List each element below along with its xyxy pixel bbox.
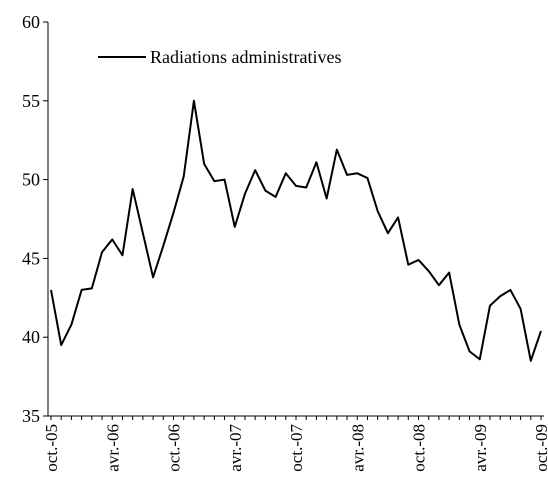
x-tick-label: oct.-08 — [410, 424, 429, 472]
y-tick-label: 45 — [22, 248, 40, 268]
series-line-radiations-administratives — [50, 99, 542, 362]
y-axis-ticks: 35 40 45 50 55 60 — [22, 12, 48, 426]
y-tick-label: 50 — [22, 170, 40, 190]
legend-label: Radiations administratives — [150, 47, 341, 67]
x-tick-label: avr.-06 — [103, 424, 122, 472]
x-tick-label: oct.-09 — [532, 424, 548, 472]
plot-area: 35 40 45 50 55 60 oct.-05 avr.-06 oct.-06 avr.-0… — [22, 12, 548, 472]
y-tick-label: 60 — [22, 12, 40, 32]
plot-frame — [48, 22, 544, 416]
x-tick-label: avr.-08 — [348, 424, 367, 472]
x-tick-label: avr.-07 — [226, 424, 245, 472]
x-tick-label: oct.-05 — [42, 424, 61, 472]
y-tick-label: 40 — [22, 327, 40, 347]
x-tick-label: oct.-06 — [165, 424, 184, 472]
x-axis-ticks: oct.-05 avr.-06 oct.-06 avr.-07 oct.-07 avr.-… — [42, 416, 548, 472]
y-tick-label: 55 — [22, 91, 40, 111]
x-tick-label: oct.-07 — [287, 424, 306, 472]
legend: Radiations administratives — [98, 47, 341, 67]
x-tick-label: avr.-09 — [471, 424, 490, 472]
y-tick-label: 35 — [22, 406, 40, 426]
